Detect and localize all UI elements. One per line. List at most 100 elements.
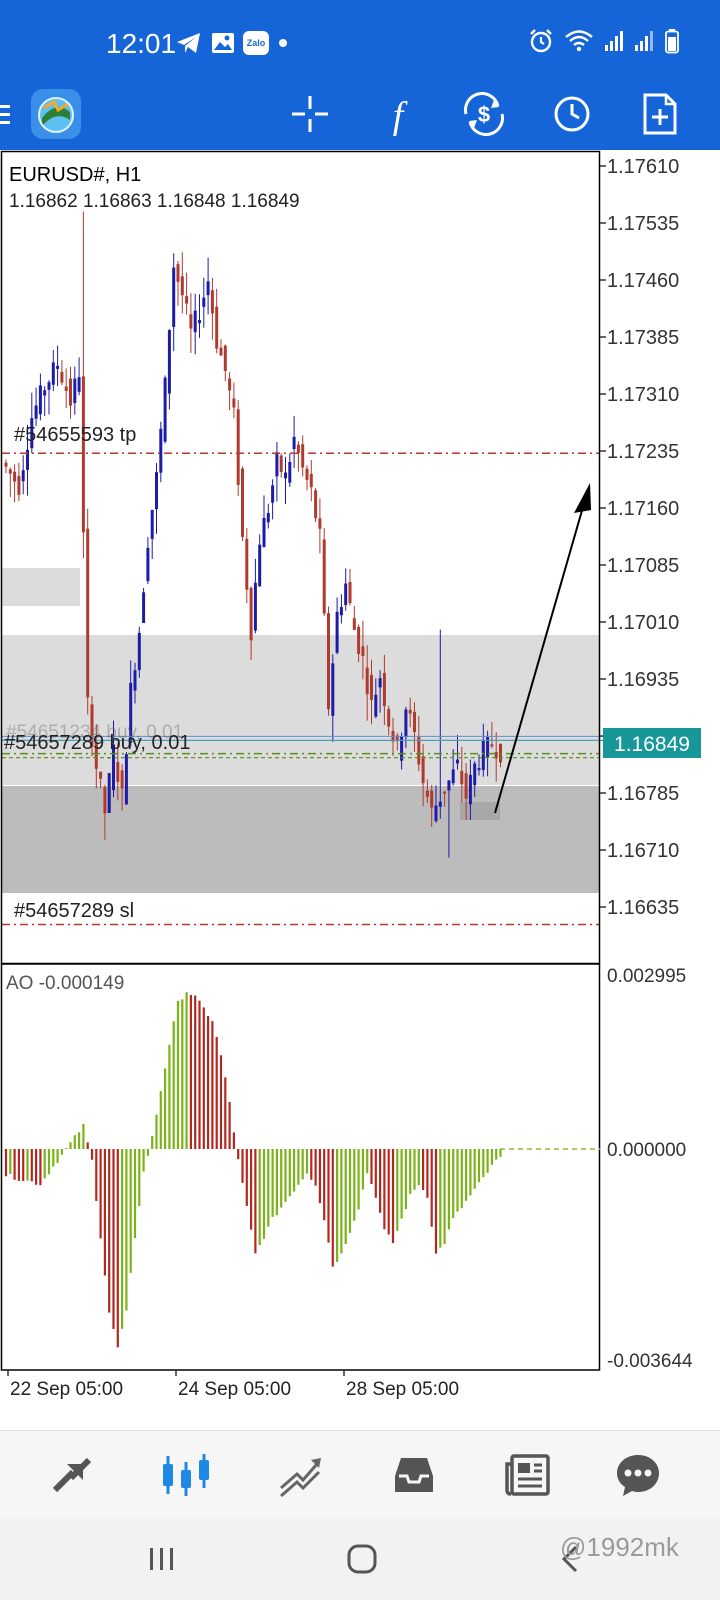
candle-body xyxy=(43,390,47,396)
history-icon[interactable] xyxy=(382,1443,446,1507)
candle-body xyxy=(219,347,223,356)
price-tick-label: 1.16710 xyxy=(607,840,679,862)
hidden-order-label: #54651234 buy, 0.01 xyxy=(6,722,183,743)
recent-apps-icon[interactable] xyxy=(132,1536,192,1582)
candle-body xyxy=(468,774,472,805)
bottom-navigation xyxy=(0,1430,720,1518)
ao-axis-top: 0.002995 xyxy=(607,966,686,987)
price-tick-label: 1.17010 xyxy=(607,612,679,634)
candle-body xyxy=(425,790,429,797)
chat-icon[interactable] xyxy=(606,1443,670,1507)
price-chart[interactable]: 1.17610 1.17535 1.17460 1.17385 1.17310 1.172… xyxy=(0,150,720,1430)
trade-icon[interactable] xyxy=(268,1443,332,1507)
candle-body xyxy=(94,742,98,769)
ao-histogram xyxy=(4,992,502,1348)
price-tick-label: 1.17160 xyxy=(607,498,679,520)
ohlc-label: 1.16862 1.16863 1.16848 1.16849 xyxy=(9,191,300,212)
candle-body xyxy=(473,763,477,786)
candle-body xyxy=(172,267,176,327)
candle-body xyxy=(86,528,90,698)
candle-body xyxy=(137,632,141,670)
candle-body xyxy=(51,362,55,385)
candle-body xyxy=(56,365,60,369)
signal-icon xyxy=(604,29,624,58)
price-tick-label: 1.16935 xyxy=(607,669,679,691)
candle-body xyxy=(486,737,490,758)
period-clock-icon[interactable] xyxy=(544,86,600,142)
home-icon[interactable] xyxy=(332,1536,392,1582)
battery-icon xyxy=(664,28,680,59)
zalo-icon: Zalo xyxy=(242,30,270,56)
candle-body xyxy=(331,663,335,716)
metatrader-logo[interactable] xyxy=(28,86,84,142)
chart-icon[interactable] xyxy=(154,1443,218,1507)
candle-body xyxy=(176,264,180,282)
ao-chart-frame xyxy=(0,963,601,1371)
candle-body xyxy=(430,790,434,808)
candle-body xyxy=(378,678,382,688)
new-order-icon[interactable] xyxy=(632,86,688,142)
candle-body xyxy=(443,791,447,794)
order-levels xyxy=(2,452,604,926)
candle-body xyxy=(90,704,94,747)
candle-body xyxy=(400,736,404,761)
alarm-icon xyxy=(528,28,554,59)
quotes-icon[interactable] xyxy=(40,1443,104,1507)
price-axis: 1.17610 1.17535 1.17460 1.17385 1.17310 1.172… xyxy=(600,156,679,919)
candle-body xyxy=(142,592,146,623)
candle-body xyxy=(69,378,72,406)
zone-lower xyxy=(2,786,599,893)
candle-body xyxy=(133,670,137,691)
price-tick-label: 1.16635 xyxy=(607,897,679,919)
candle-body xyxy=(30,418,34,449)
candle-body xyxy=(64,386,68,391)
ao-axis-zero: 0.000000 xyxy=(607,1140,686,1161)
candle-body xyxy=(236,409,240,485)
indicator-f-icon[interactable]: f xyxy=(370,86,426,142)
candle-body xyxy=(13,471,17,482)
candle-body xyxy=(150,509,154,539)
candle-body xyxy=(258,544,262,587)
candle-body xyxy=(365,667,369,695)
sl-label: #54657289 sl xyxy=(14,900,134,922)
trade-dollar-icon[interactable]: $ xyxy=(456,86,512,142)
price-tick-label: 1.17385 xyxy=(607,327,679,349)
candle-body xyxy=(215,306,219,349)
candle-body xyxy=(438,801,442,807)
candle-body xyxy=(245,538,249,590)
news-icon[interactable] xyxy=(496,1443,560,1507)
candle-body xyxy=(228,378,232,391)
toolbar: f $ xyxy=(0,80,720,150)
telegram-icon xyxy=(176,30,202,56)
crosshair-icon[interactable] xyxy=(282,86,338,142)
tp-label: #54655593 tp xyxy=(14,424,136,446)
candle-body xyxy=(249,587,253,641)
candle-body xyxy=(456,759,459,764)
time-axis: 22 Sep 05:00 24 Sep 05:00 28 Sep 05:00 xyxy=(7,1370,459,1400)
candle-body xyxy=(292,436,296,450)
watermark: @1992mk xyxy=(560,1532,679,1562)
status-right-icons xyxy=(528,28,680,59)
candle-body xyxy=(193,310,197,333)
candle-body xyxy=(275,452,279,477)
candle-body xyxy=(124,754,128,805)
candle-body xyxy=(404,709,408,738)
system-navigation xyxy=(0,1518,720,1600)
chart-area[interactable]: 1.17610 1.17535 1.17460 1.17385 1.17310 1.172… xyxy=(0,150,720,1430)
svg-text:Zalo: Zalo xyxy=(247,38,266,48)
candle-body xyxy=(202,297,206,307)
status-time: 12:01 xyxy=(106,28,177,59)
price-tick-label: 1.16785 xyxy=(607,783,679,805)
candle-body xyxy=(361,646,365,657)
candle-body xyxy=(232,398,236,408)
candle-body xyxy=(413,711,416,733)
candle-body xyxy=(47,382,51,390)
candle-body xyxy=(344,583,348,606)
candle-body xyxy=(322,539,326,614)
candle-body xyxy=(116,762,120,782)
candle-body xyxy=(301,444,305,468)
menu-icon[interactable] xyxy=(0,86,24,142)
back-icon[interactable] xyxy=(540,1536,600,1582)
price-tick-label: 1.17310 xyxy=(607,384,679,406)
candle-body xyxy=(374,694,378,717)
